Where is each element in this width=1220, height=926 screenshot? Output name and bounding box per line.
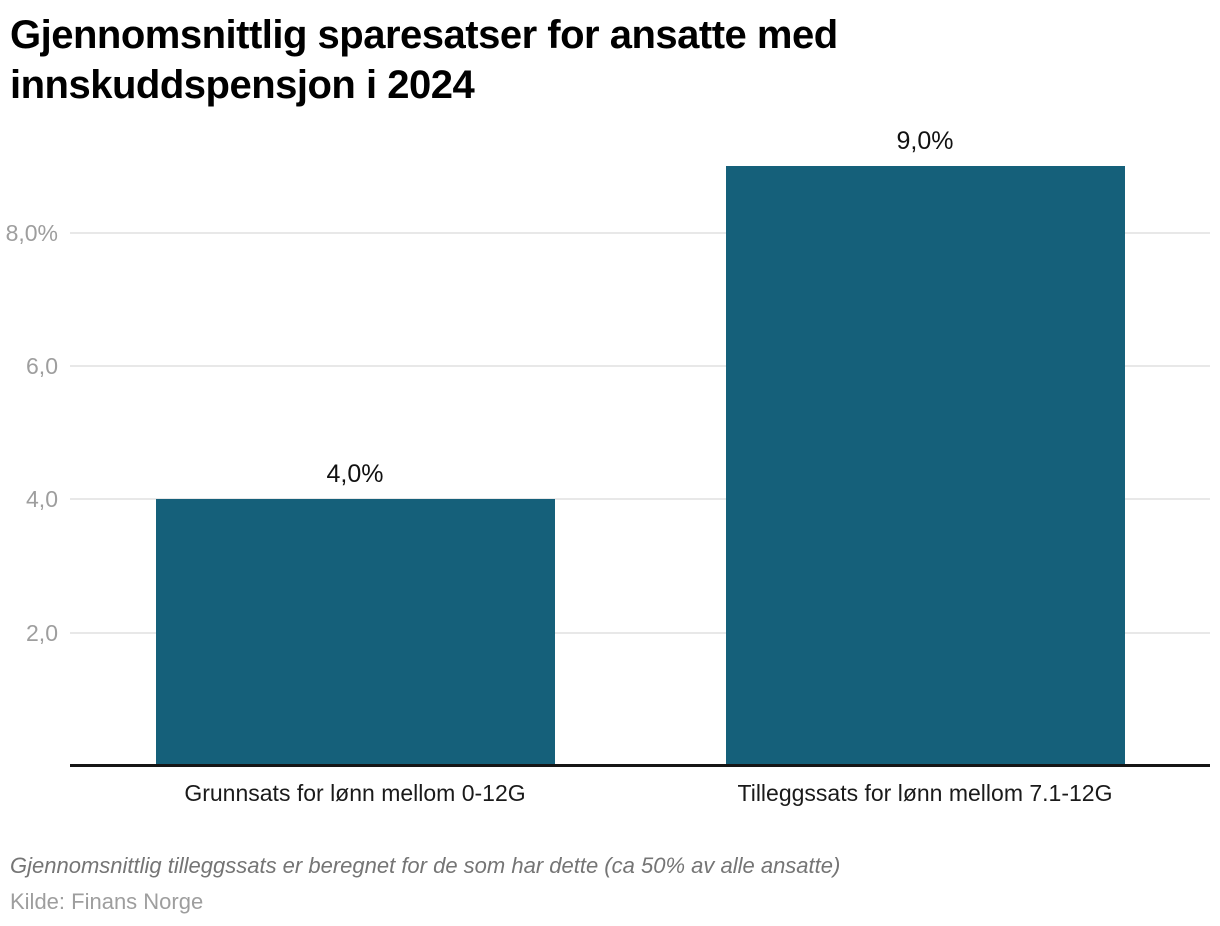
bar (725, 166, 1125, 766)
y-tick-label: 8,0% (5, 219, 58, 246)
category-band: 9,0% Tilleggssats for lønn mellom 7.1-12G (640, 127, 1210, 806)
gridline (70, 631, 1210, 634)
y-tick-label: 4,0 (26, 486, 58, 513)
y-tick-label: 2,0 (26, 619, 58, 646)
bars-row: 4,0% Grunnsats for lønn mellom 0-12G 9,0% T… (70, 127, 1210, 806)
chart-title: Gjennomsnittlig sparesatser for ansatte … (10, 10, 990, 110)
y-tick-label: 6,0 (26, 353, 58, 379)
chart-footnote: Gjennomsnittlig tilleggssats er beregnet… (10, 853, 841, 878)
category-band: 4,0% Grunnsats for lønn mellom 0-12G (70, 166, 640, 806)
bar (155, 499, 555, 766)
gridline (70, 365, 1210, 367)
chart-title-line1: Gjennomsnittlig sparesatser for ansatte … (10, 13, 838, 57)
gridline (70, 498, 1210, 501)
bar-value-label: 4,0% (326, 460, 384, 489)
bar-value-label: 9,0% (896, 127, 954, 155)
x-axis-line (70, 764, 1210, 767)
chart-title-line2: innskuddspensjon i 2024 (10, 63, 475, 107)
source-credit: Kilde: Finans Norge (10, 889, 204, 914)
plot-area: 2,0 4,0 6,0 8,0% 4,0% Grunnsats for lønn mell… (6, 127, 1210, 806)
x-axis-label: Tilleggssats for lønn mellom 7.1-12G (737, 780, 1113, 806)
gridline (70, 231, 1210, 234)
x-axis-label: Grunnsats for lønn mellom 0-12G (184, 780, 526, 806)
